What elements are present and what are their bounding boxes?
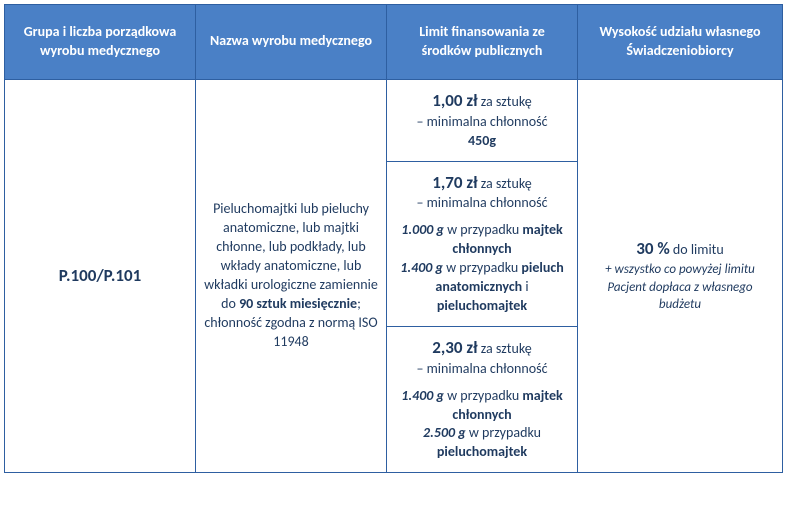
- tier2-l1-mid: w przypadku: [444, 221, 522, 238]
- tier2-unit: za sztukę: [478, 175, 532, 192]
- tier1-unit: za sztukę: [478, 93, 532, 110]
- medical-limits-table: Grupa i liczba porządkowa wyrobu medyczn…: [4, 4, 783, 473]
- tier1-sublabel: – minimalna chłonność: [395, 113, 569, 132]
- header-name: Nazwa wyrobu medycznego: [196, 5, 387, 80]
- table-row: P.100/P.101 Pieluchomajtki lub pieluchy …: [5, 79, 783, 161]
- share-pct-suffix: do limitu: [670, 241, 724, 258]
- tier3-l2-gram: 2.500 g: [423, 424, 466, 441]
- tier1-price: 1,00 zł: [432, 90, 477, 111]
- share-pct: 30 %: [636, 238, 669, 259]
- table-header: Grupa i liczba porządkowa wyrobu medyczn…: [5, 5, 783, 80]
- share-note: + wszystko co powyżej limitu Pacjent dop…: [586, 261, 774, 314]
- tier2-l2-prod2: pieluchomajtek: [437, 297, 527, 314]
- tier3-l1-gram: 1.400 g: [401, 387, 444, 404]
- tier3-l1-mid: w przypadku: [444, 387, 522, 404]
- header-limit: Limit finansowania ze środków publicznyc…: [387, 5, 578, 80]
- tier3-sublabel: – minimalna chłonność: [395, 360, 569, 379]
- tier2-price: 1,70 zł: [432, 172, 477, 193]
- cell-description: Pieluchomajtki lub pieluchy anatomiczne,…: [196, 79, 387, 472]
- cell-tier-3: 2,30 zł za sztukę – minimalna chłonność …: [387, 326, 578, 472]
- desc-qty: 90 sztuk miesięcznie: [239, 295, 357, 312]
- tier2-l2-suffix: i: [522, 278, 528, 295]
- tier2-l2-mid: w przypadku: [443, 259, 521, 276]
- tier3-price: 2,30 zł: [432, 337, 477, 358]
- cell-tier-2: 1,70 zł za sztukę – minimalna chłonność …: [387, 161, 578, 326]
- tier2-sublabel: – minimalna chłonność: [395, 194, 569, 213]
- tier3-l2-prod: pieluchomajtek: [437, 443, 527, 460]
- cell-tier-1: 1,00 zł za sztukę – minimalna chłonność …: [387, 79, 578, 161]
- cell-code: P.100/P.101: [5, 79, 196, 472]
- tier2-l1-gram: 1.000 g: [401, 221, 444, 238]
- tier3-l2-mid: w przypadku: [466, 424, 541, 441]
- product-code: P.100/P.101: [59, 265, 141, 286]
- header-share: Wysokość udziału własnego Świadczeniobio…: [578, 5, 783, 80]
- tier2-l2-gram: 1.400 g: [400, 259, 443, 276]
- cell-share: 30 % do limitu + wszystko co powyżej lim…: [578, 79, 783, 472]
- tier3-unit: za sztukę: [478, 340, 532, 357]
- tier1-gram: 450g: [395, 132, 569, 151]
- header-group: Grupa i liczba porządkowa wyrobu medyczn…: [5, 5, 196, 80]
